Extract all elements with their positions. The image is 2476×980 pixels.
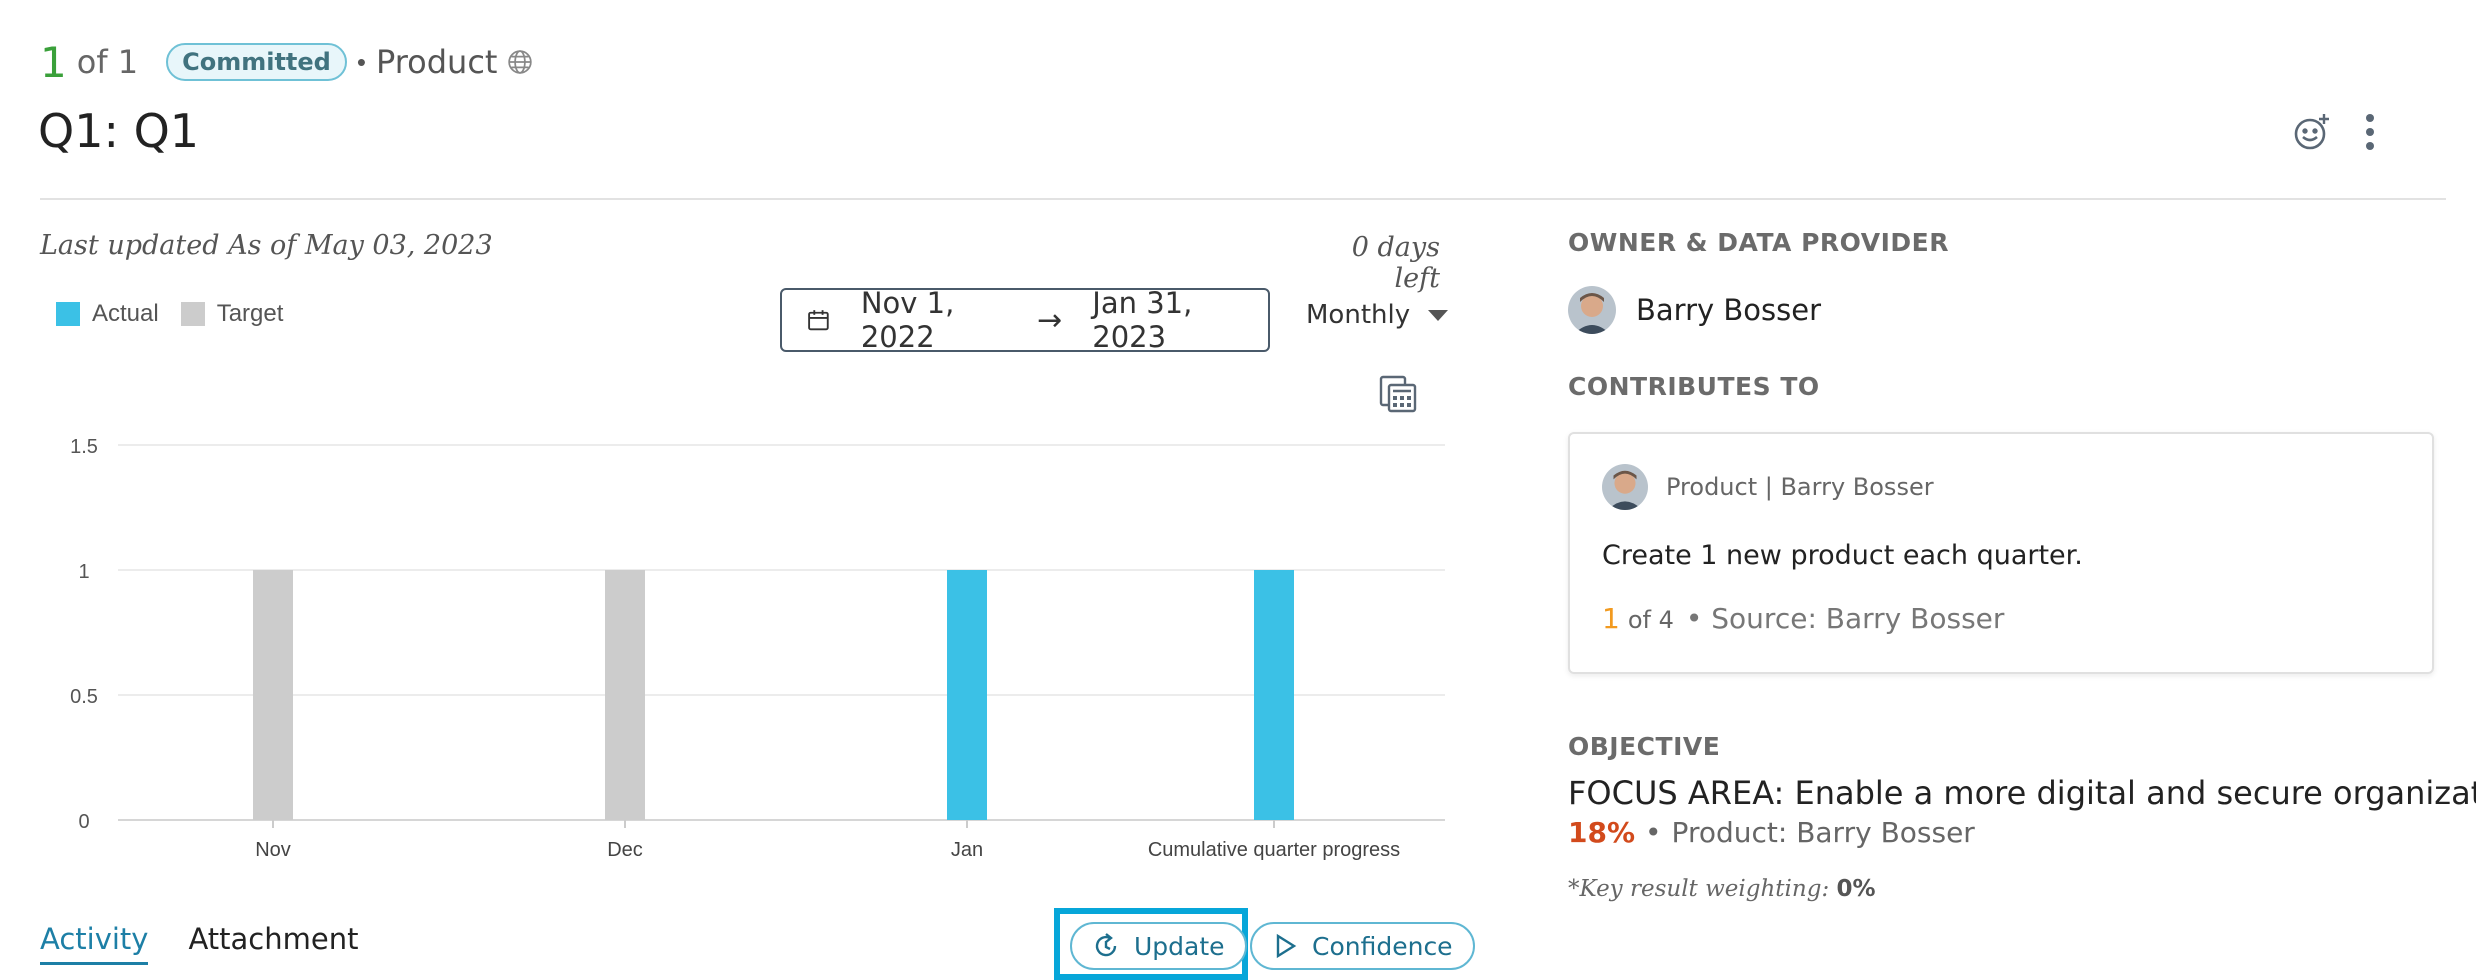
card-source: • Source: Barry Bosser [1685,602,2005,635]
avatar [1602,464,1648,510]
card-owner-row: Product | Barry Bosser [1602,464,1934,510]
card-progress: 1 of 4 • Source: Barry Bosser [1602,602,2004,635]
date-range-picker[interactable]: Nov 1, 2022 → Jan 31, 2023 [780,286,1270,354]
x-tick-label: Dec [607,839,643,861]
update-button[interactable]: Update [1070,922,1247,970]
legend-target: Target [180,300,284,328]
x-tick-label: Nov [255,839,291,861]
objective-owner: Product: Barry Bosser [1671,816,1975,849]
objective-percent: 18% [1568,816,1636,849]
separator-dot: • [356,46,366,77]
more-options-icon[interactable] [2364,112,2376,152]
confidence-button[interactable]: Confidence [1250,922,1475,970]
days-left-text: 0 days left [1351,232,1440,294]
objective-section-label: OBJECTIVE [1568,732,1721,761]
bar-target [605,570,645,820]
weighting-value: 0% [1836,876,1876,902]
page-title: Q1: Q1 [38,104,200,158]
chevron-down-icon [1428,309,1449,321]
card-progress-of: of 4 [1627,606,1674,634]
objective-meta: 18% • Product: Barry Bosser [1568,816,1975,849]
header-divider [40,198,2446,200]
x-tick-label: Cumulative quarter progress [1148,839,1400,861]
contributes-section-label: CONTRIBUTES TO [1568,372,1820,401]
weighting-label: *Key result weighting: [1568,876,1830,902]
confidence-label: Confidence [1312,931,1453,961]
legend-actual: Actual [56,300,159,328]
avatar [1568,286,1616,334]
arrow-right-icon: → [1037,302,1063,338]
add-reaction-icon[interactable] [2292,112,2332,152]
tab-attachment[interactable]: Attachment [188,922,359,956]
bar-actual [1254,570,1294,820]
contributes-card[interactable]: Product | Barry Bosser Create 1 new prod… [1568,432,2434,674]
date-start[interactable]: Nov 1, 2022 [860,286,955,354]
separator-dot: • [1645,816,1662,849]
progress-chart: 1.5 1 0.5 0 Nov Dec Jan Cumulative quarter prog… [70,436,1445,861]
y-tick-label: 1.5 [70,436,98,458]
y-tick-label: 0.5 [70,686,98,708]
legend-actual-swatch [56,302,80,326]
x-tick-label: Jan [951,839,983,861]
activity-tabs: Activity Attachment [40,922,358,965]
owner-section-label: OWNER & DATA PROVIDER [1568,228,1949,257]
category-label: Product [375,43,498,81]
header-actions [2292,112,2376,152]
card-key-result-text: Create 1 new product each quarter. [1602,540,2083,571]
count-total: of 1 [76,43,139,81]
objective-title[interactable]: FOCUS AREA: Enable a more digital and se… [1568,774,2476,812]
calculator-icon[interactable] [1378,374,1418,414]
bar-actual [947,570,987,820]
last-updated-text: Last updated As of May 03, 2023 [40,230,493,261]
refresh-icon [1095,933,1117,957]
card-owner-label: Product | Barry Bosser [1666,473,1934,501]
date-end[interactable]: Jan 31, 2023 [1092,286,1193,354]
play-icon [1276,933,1297,959]
bar-target [253,570,293,820]
calendar-icon [808,310,829,331]
legend-actual-label: Actual [92,300,159,327]
card-progress-num: 1 [1602,602,1620,635]
legend-target-label: Target [216,300,284,327]
status-badge: Committed [166,43,347,81]
count-current: 1 [40,37,67,87]
owner-row: Barry Bosser [1568,286,1821,334]
tab-activity[interactable]: Activity [40,922,149,965]
period-select[interactable]: Monthly [1306,300,1449,330]
update-label: Update [1134,931,1225,961]
y-tick-label: 1 [78,561,89,583]
owner-name[interactable]: Barry Bosser [1636,293,1822,327]
globe-icon [508,50,533,74]
period-label: Monthly [1306,300,1411,330]
y-tick-label: 0 [78,811,89,833]
legend-target-swatch [180,302,205,326]
chart-legend: Actual Target [56,300,283,328]
progress-count-row: 1 of 1 Committed • Product [40,34,533,90]
key-result-weighting: *Key result weighting: 0% [1568,876,1876,902]
